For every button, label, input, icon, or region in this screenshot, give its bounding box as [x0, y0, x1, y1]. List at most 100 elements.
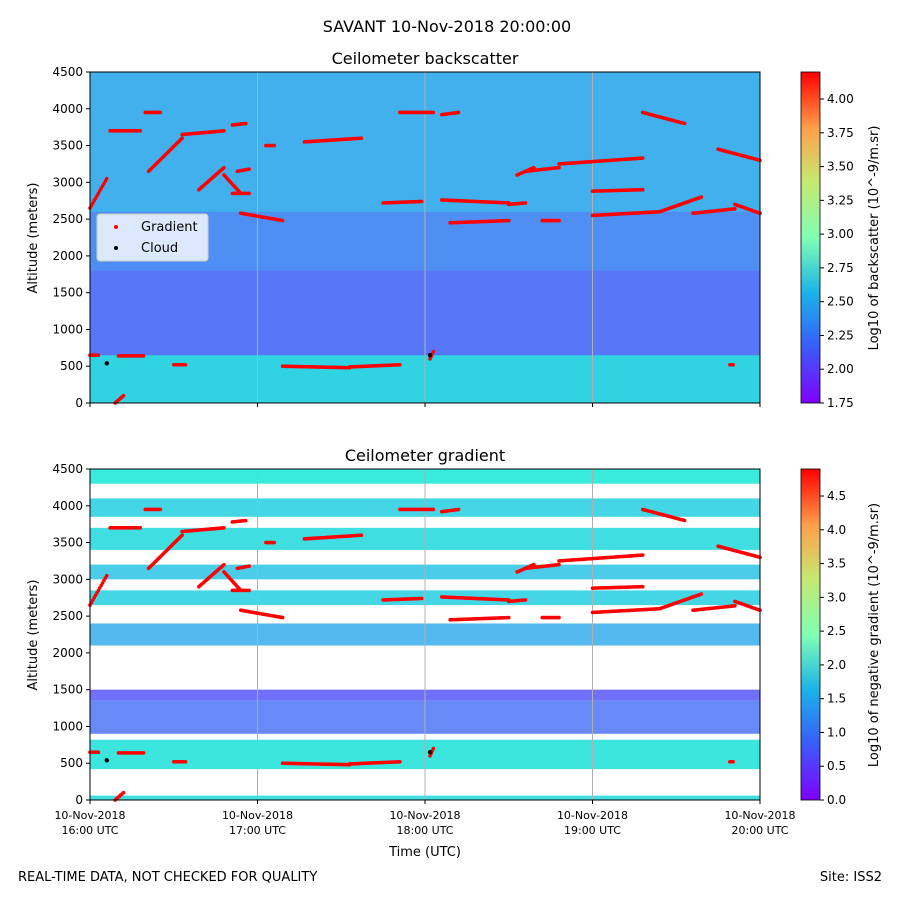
gradient-point — [731, 759, 735, 764]
colorbar-tick-label: 4.5 — [827, 489, 846, 503]
gradient-point — [247, 564, 251, 568]
gradient-point — [557, 615, 561, 620]
gradient-point — [731, 362, 735, 367]
quality-disclaimer: REAL-TIME DATA, NOT CHECKED FOR QUALITY — [18, 870, 318, 885]
colorbar-tick-label: 3.5 — [827, 557, 846, 571]
colorbar-tick-label: 1.0 — [827, 725, 846, 739]
y-tick-label: 1500 — [52, 286, 83, 300]
gradient-ylabel: Altitude (meters) — [26, 580, 41, 691]
suptitle: SAVANT 10-Nov-2018 20:00:00 — [323, 17, 571, 36]
x-tick-date: 10-Nov-2018 — [389, 809, 460, 822]
colorbar-tick-label: 4.0 — [827, 523, 846, 537]
x-tick-time: 16:00 UTC — [61, 824, 118, 837]
colorbar-tick-label: 1.75 — [827, 396, 854, 410]
gradient-colorbar-ticks: 0.0 0.5 1.0 1.5 2.0 2.5 3.0 3.5 4.0 4.5 — [820, 489, 846, 807]
gradient-point — [523, 201, 528, 205]
gradient-point — [104, 176, 109, 181]
legend-gradient-label: Gradient — [141, 220, 198, 235]
x-tick-date: 10-Nov-2018 — [724, 809, 795, 822]
gradient-point — [699, 592, 704, 596]
gradient-point — [431, 507, 436, 512]
gradient-point — [431, 110, 436, 115]
legend: Gradient Cloud — [96, 213, 209, 262]
gradient-point — [222, 562, 226, 567]
gradient-point — [158, 110, 163, 115]
gradient-point — [158, 507, 163, 512]
y-tick-label: 3000 — [52, 572, 83, 586]
gradient-point — [280, 218, 285, 223]
x-tick-time: 19:00 UTC — [564, 824, 621, 837]
cloud-point — [104, 361, 109, 366]
y-tick-label: 3000 — [52, 175, 83, 189]
gradient-panel: Ceilometer gradient 0 500 1000 1500 2000 2500… — [26, 446, 882, 860]
colorbar-tick-label: 2.25 — [827, 328, 854, 342]
x-tick-time: 17:00 UTC — [229, 824, 286, 837]
x-tick-date: 10-Nov-2018 — [222, 809, 293, 822]
x-tick-date: 10-Nov-2018 — [557, 809, 628, 822]
gradient-point — [222, 165, 226, 170]
gradient-point — [419, 596, 424, 601]
gradient-colorbar — [800, 468, 821, 801]
backscatter-colorbar — [800, 71, 821, 404]
y-tick-label: 1500 — [52, 683, 83, 697]
y-tick-label: 2500 — [52, 212, 83, 226]
gradient-point — [141, 751, 146, 755]
colorbar-tick-label: 0.5 — [827, 759, 846, 773]
gradient-point — [180, 533, 184, 537]
x-tick-time: 20:00 UTC — [731, 824, 788, 837]
y-tick-label: 3500 — [52, 139, 83, 153]
gradient-point — [506, 218, 511, 223]
y-tick-label: 2000 — [52, 646, 83, 660]
colorbar-tick-label: 0.0 — [827, 793, 846, 807]
colorbar-tick-label: 3.75 — [827, 126, 854, 140]
backscatter-gridlines — [257, 72, 593, 403]
cloud-point — [104, 758, 109, 763]
colorbar-tick-label: 2.5 — [827, 624, 846, 638]
y-tick-label: 1000 — [52, 719, 83, 733]
y-tick-label: 4500 — [52, 65, 83, 79]
gradient-point — [431, 349, 436, 354]
gradient-point — [640, 553, 645, 557]
gradient-point — [733, 207, 737, 211]
backscatter-y-axis: 0 500 1000 1500 2000 2500 3000 3500 4000 4500 — [52, 65, 90, 410]
colorbar-tick-label: 3.50 — [827, 160, 854, 174]
cloud-point — [427, 749, 433, 755]
gradient-y-axis: 0 500 1000 1500 2000 2500 3000 3500 4000 4500 — [52, 462, 90, 807]
colorbar-tick-label: 1.5 — [827, 692, 846, 706]
gradient-point — [272, 540, 277, 545]
gradient-point — [138, 129, 143, 133]
gradient-point — [640, 584, 645, 589]
gradient-markers — [88, 507, 762, 802]
backscatter-markers — [88, 110, 762, 405]
y-tick-label: 4500 — [52, 462, 83, 476]
gradient-point — [141, 354, 146, 358]
time-axis-label: Time (UTC) — [388, 845, 461, 860]
gradient-point — [247, 167, 251, 171]
gradient-point — [557, 165, 561, 170]
y-tick-label: 3500 — [52, 536, 83, 550]
backscatter-colorbar-label: Log10 of backscatter (10^-9/m.sr) — [867, 126, 882, 351]
colorbar-tick-label: 3.25 — [827, 193, 854, 207]
gradient-point — [280, 615, 285, 620]
gradient-point — [682, 121, 687, 126]
gradient-point — [640, 187, 645, 192]
colorbar-tick-label: 3.00 — [827, 227, 854, 241]
y-tick-label: 2000 — [52, 249, 83, 263]
gradient-point — [506, 615, 511, 620]
gradient-point — [247, 191, 251, 196]
gradient-point — [121, 393, 126, 398]
gradient-point — [247, 588, 251, 593]
y-tick-label: 500 — [60, 756, 83, 770]
legend-cloud-marker — [114, 246, 118, 250]
backscatter-colorbar-ticks: 1.75 2.00 2.25 2.50 2.75 3.00 3.25 3.50 3.75 4.00 — [820, 92, 854, 410]
gradient-point — [121, 790, 126, 795]
gradient-point — [183, 759, 188, 764]
y-tick-label: 4000 — [52, 102, 83, 116]
y-tick-label: 2500 — [52, 609, 83, 623]
time-axis: 10-Nov-2018 16:00 UTC 10-Nov-2018 17:00 UTC… — [54, 800, 796, 837]
gradient-point — [398, 759, 402, 764]
gradient-point — [431, 746, 436, 751]
gradient-point — [419, 199, 424, 204]
colorbar-tick-label: 3.0 — [827, 590, 846, 604]
